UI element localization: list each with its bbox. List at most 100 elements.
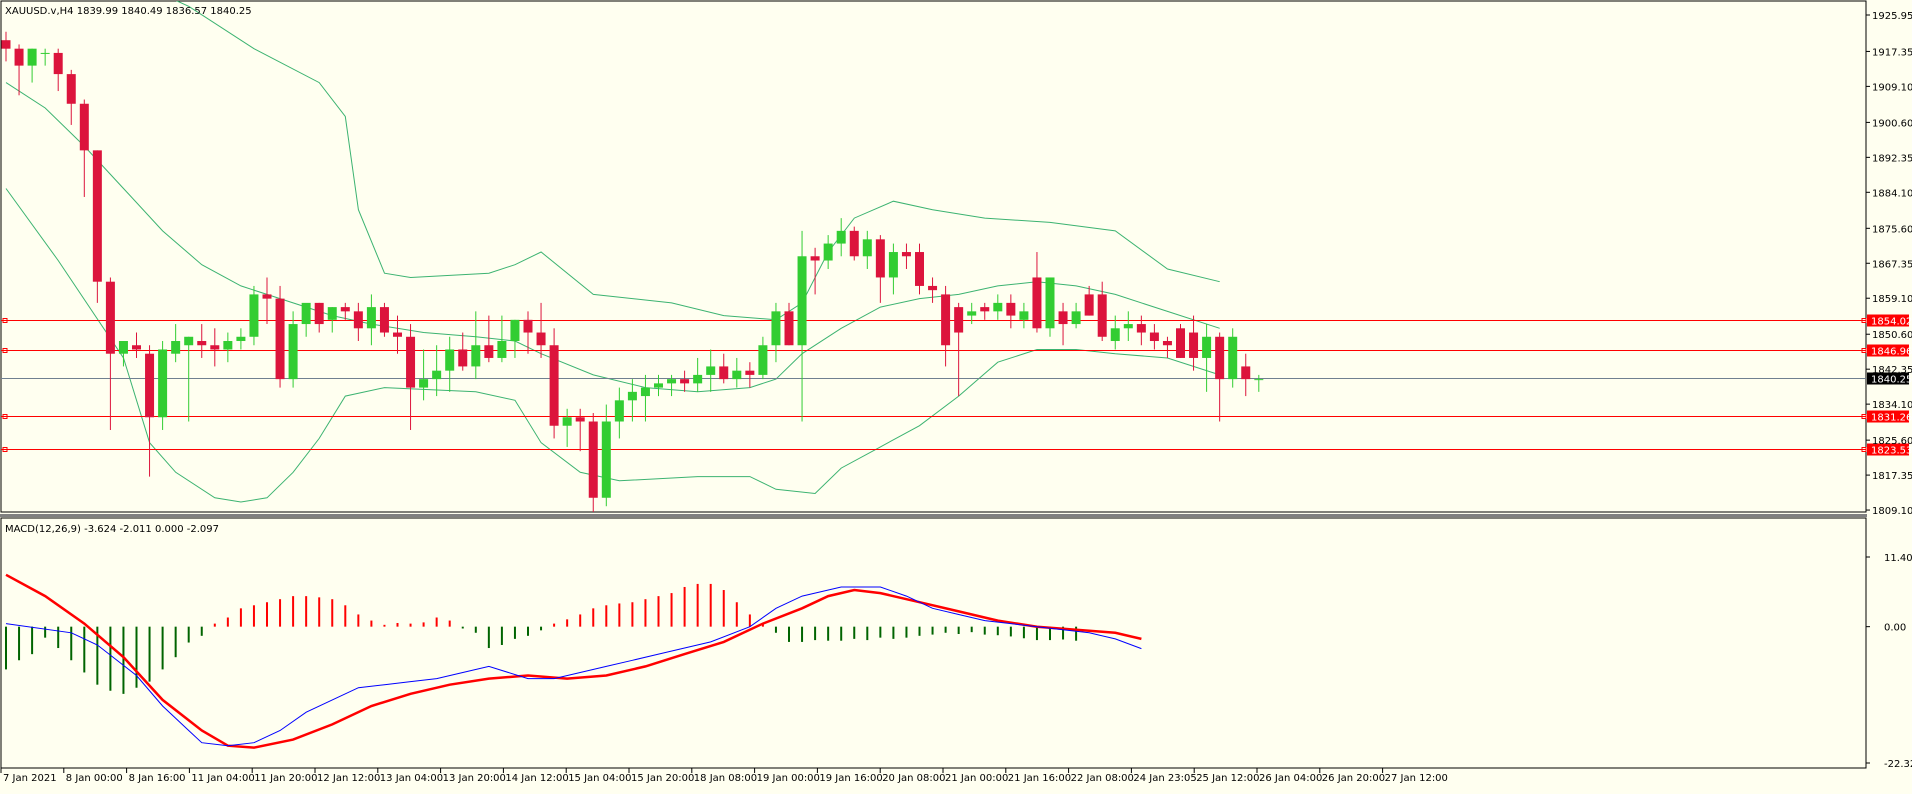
- bull-candle-body: [562, 417, 572, 426]
- price-axis-label: 1809.10: [1872, 506, 1912, 517]
- bull-candle-body: [967, 311, 977, 316]
- price-axis-label: 1834.10: [1872, 400, 1912, 411]
- bollinger-middle-line: [5, 82, 1220, 393]
- price-panel-header: XAUUSD.v,H4 1839.99 1840.49 1836.57 1840…: [5, 6, 252, 17]
- bear-candle-body: [954, 307, 964, 333]
- price-level-label-bg: [1867, 443, 1909, 456]
- macd-panel-border: [0, 517, 1867, 769]
- bull-candle-body: [497, 341, 507, 358]
- time-axis-label: 13 Jan 04:00: [380, 773, 443, 784]
- time-axis-label: 21 Jan 16:00: [1008, 773, 1071, 784]
- bear-candle-body: [523, 319, 533, 333]
- bull-candle-body: [1019, 311, 1029, 320]
- bear-candle-body: [379, 307, 389, 333]
- bear-candle-body: [1149, 332, 1159, 342]
- bear-candle-body: [275, 298, 285, 380]
- bear-candle-body: [536, 332, 546, 346]
- time-axis-label: 22 Jan 08:00: [1071, 773, 1134, 784]
- bear-candle-body: [14, 48, 24, 66]
- bollinger-bands: [5, 1, 1220, 503]
- price-level-label: 1854.02: [1871, 317, 1912, 328]
- macd-main-line: [5, 586, 1142, 747]
- bollinger-lower-line: [5, 188, 1220, 503]
- bear-candle-body: [1058, 311, 1068, 325]
- price-axis-label: 1817.35: [1872, 471, 1912, 482]
- bull-candle-body: [706, 366, 716, 375]
- price-level-label-bg: [1867, 344, 1909, 357]
- macd-histogram: [5, 583, 1078, 694]
- price-axis-label: 1917.35: [1872, 47, 1912, 58]
- price-levels: 1854.02 1846.96 1831.26 1823.53 1840.25: [1, 314, 1912, 457]
- time-axis-label: 14 Jan 12:00: [505, 773, 568, 784]
- time-axis-label: 15 Jan 20:00: [631, 773, 694, 784]
- bear-candle-body: [941, 294, 951, 346]
- bear-candle-body: [210, 345, 220, 350]
- bear-candle-body: [145, 353, 155, 418]
- time-axis-label: 19 Jan 00:00: [757, 773, 820, 784]
- bear-candle-body: [1084, 294, 1094, 316]
- bear-candle-body: [901, 252, 911, 257]
- bear-candle-body: [79, 103, 89, 151]
- bull-candle-body: [836, 230, 846, 244]
- price-axis-label: 1850.60: [1872, 330, 1912, 341]
- price-level-label: 1846.96: [1871, 347, 1912, 358]
- bear-candle-body: [575, 417, 585, 422]
- bull-candle-body: [471, 345, 481, 367]
- macd-lines: [5, 573, 1142, 749]
- bull-candle-body: [823, 243, 833, 261]
- bear-candle-body: [719, 366, 729, 380]
- bull-candle-body: [797, 256, 807, 346]
- bear-candle-body: [1241, 366, 1251, 380]
- bull-candle-body: [432, 370, 442, 380]
- bear-candle-body: [53, 52, 63, 75]
- bear-candle-body: [810, 256, 820, 261]
- bull-candle-body: [40, 52, 50, 54]
- price-level-label: 1823.53: [1871, 446, 1912, 457]
- price-axis-label: 1884.10: [1872, 188, 1912, 199]
- bull-candle-body: [118, 341, 128, 354]
- price-level-right-marker: [1861, 414, 1867, 419]
- macd-signal-line: [5, 573, 1142, 749]
- bear-candle-body: [314, 302, 324, 325]
- bear-candle-body: [92, 150, 102, 282]
- time-axis-label: 11 Jan 20:00: [254, 773, 317, 784]
- time-axis-label: 8 Jan 16:00: [129, 773, 186, 784]
- bear-candle-body: [784, 311, 794, 346]
- bear-candle-body: [105, 281, 115, 354]
- bull-candle-body: [236, 336, 246, 342]
- bull-candle-body: [1202, 336, 1212, 358]
- bear-candle-body: [928, 285, 938, 291]
- macd-panel[interactable]: 11.408 0.00 -22.326 MACD(12,26,9) -3.624 -…: [0, 517, 1912, 770]
- bull-candle-body: [654, 383, 663, 388]
- macd-axis: 11.408 0.00 -22.326: [1866, 553, 1912, 770]
- bear-candle-body: [549, 345, 559, 426]
- bear-candle-body: [340, 307, 350, 312]
- bear-candle-body: [1215, 336, 1225, 380]
- bear-candle-body: [1097, 294, 1107, 337]
- bull-candle-body: [601, 421, 611, 498]
- bull-candle-body: [288, 324, 298, 380]
- bear-candle-body: [393, 332, 402, 337]
- bull-candle-body: [327, 307, 337, 320]
- price-panel-border: [0, 0, 1867, 513]
- bull-candle-body: [158, 349, 168, 418]
- price-axis: 1925.95 1917.35 1909.10 1900.60 1892.35 1884.…: [1866, 11, 1912, 517]
- bull-candle-body: [627, 391, 637, 401]
- time-axis-label: 26 Jan 04:00: [1259, 773, 1322, 784]
- bear-candle-body: [849, 230, 859, 257]
- bear-candle-body: [1136, 324, 1146, 333]
- bull-candle-body: [27, 48, 37, 66]
- bull-candle-body: [862, 239, 872, 257]
- bull-candle-body: [249, 294, 259, 337]
- bull-candle-body: [771, 311, 781, 346]
- price-level-label-bg: [1867, 314, 1909, 327]
- bull-candle-body: [667, 379, 677, 384]
- price-panel[interactable]: 1854.02 1846.96 1831.26 1823.53 1840.25 1925…: [0, 0, 1912, 523]
- bull-candle-body: [693, 374, 703, 384]
- bear-candle-body: [1176, 328, 1185, 358]
- bear-candle-body: [1, 40, 11, 49]
- panel-separator[interactable]: [0, 514, 1867, 517]
